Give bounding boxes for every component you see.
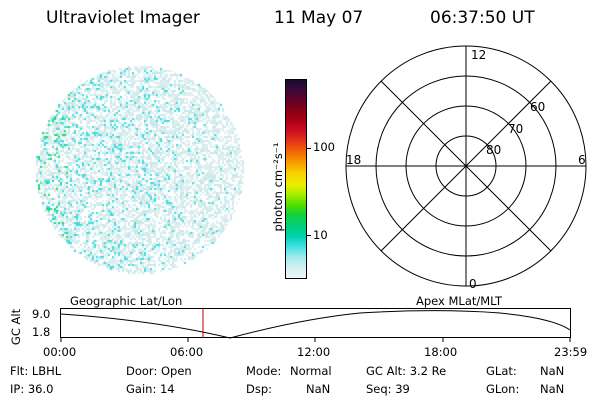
mode-label: Mode: [246,364,282,378]
timeline-y-axis-label: GC Alt [9,308,23,346]
mlt-label-6: 6 [578,153,586,167]
glat-label: GLat: [486,364,517,378]
timeline-x-tick-0000: 00:00 [43,345,77,359]
timeline-frame [60,308,571,338]
sequence-info: Seq: 39 [366,382,410,396]
observation-time: 06:37:50 UT [430,8,535,28]
colorbar-label-10: 10 [313,228,328,242]
lat-label-80: 80 [486,143,501,157]
mlt-polar-grid: 12 6 0 18 80 70 60 [345,45,587,291]
timeline-right-caption: Apex MLat/MLT [416,294,503,308]
colorbar-label-100: 100 [313,140,335,154]
intensity-colorbar [285,79,307,279]
gain-info: Gain: 14 [126,382,175,396]
mlt-label-12: 12 [471,48,486,62]
altitude-curve [60,310,571,339]
dsp-label: Dsp: [246,382,273,396]
dsp-value: NaN [306,382,331,396]
timeline-x-tick-2359: 23:59 [554,345,588,359]
colorbar-tick-100 [306,148,311,149]
filter-info: Flt: LBHL [10,364,62,378]
observation-date: 11 May 07 [274,8,364,28]
door-info: Door: Open [126,364,192,378]
colorbar-tick-10 [306,235,311,236]
timeline-x-tick-0600: 06:00 [170,345,204,359]
mlt-label-18: 18 [346,153,361,167]
earth-uv-image [30,60,248,278]
polar-line-diag2 [380,80,552,252]
timeline-x-tick-1200: 12:00 [297,345,331,359]
lat-label-60: 60 [530,100,545,114]
altitude-timeline [60,308,571,342]
gc-alt-info: GC Alt: 3.2 Re [366,364,447,378]
glat-value: NaN [540,364,565,378]
colorbar-unit-label: photon cm⁻²s⁻¹ [271,142,285,232]
mode-value: Normal [290,364,332,378]
timeline-y-tick-min: 1.8 [32,325,51,339]
glon-label: GLon: [486,382,520,396]
lat-label-70: 70 [508,122,523,136]
timeline-left-caption: Geographic Lat/Lon [70,294,183,308]
instrument-title: Ultraviolet Imager [46,8,200,28]
timeline-x-tick-1800: 18:00 [424,345,458,359]
ip-info: IP: 36.0 [10,382,54,396]
mlt-label-0: 0 [469,277,477,291]
timeline-y-tick-max: 9.0 [32,307,51,321]
glon-value: NaN [540,382,565,396]
